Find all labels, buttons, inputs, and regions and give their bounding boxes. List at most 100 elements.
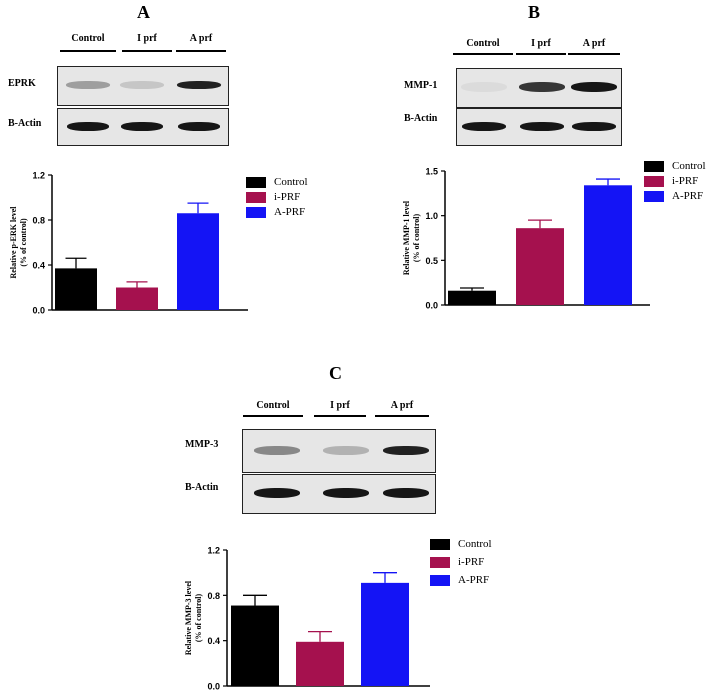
lane-label-iprf: I prf (137, 33, 157, 44)
y-axis-label: Relative p-ERK level (9, 206, 18, 279)
panel-b-loading-blot (456, 108, 622, 146)
lane-line-iprf (314, 415, 366, 417)
blot-band (323, 488, 369, 498)
blot-band (571, 82, 617, 92)
lane-line-aprf (176, 50, 226, 52)
lane-line-control (243, 415, 303, 417)
y-tick-label: 0.8 (207, 591, 220, 601)
blot-band (254, 445, 300, 455)
y-tick-label: 1.0 (425, 211, 438, 221)
panel-a-marker-label: EPRK (8, 78, 36, 89)
legend-label: i-PRF (672, 175, 699, 187)
y-tick-label: 1.2 (32, 171, 45, 181)
legend-label: Control (274, 176, 308, 188)
panel-b-bar-chart: 0.0 0.5 1.0 1.5 Relative MMP-1 level (% of co… (402, 167, 650, 311)
blot-band (520, 121, 564, 131)
lane-label-control: Control (466, 38, 500, 49)
blot-band (120, 81, 164, 89)
legend-swatch (430, 538, 450, 550)
legend-item: i-PRF (644, 175, 706, 187)
lane-line-control (60, 50, 116, 52)
blot-band (323, 445, 369, 455)
blot-band (67, 121, 109, 131)
bar-a-prf (361, 582, 409, 686)
bar-control (55, 268, 97, 310)
y-tick-label: 1.5 (425, 167, 438, 177)
legend-item: Control (246, 176, 308, 188)
legend-item: i-PRF (246, 191, 308, 203)
panel-c-loading-label: B-Actin (185, 482, 219, 493)
panel-a-loading-blot (57, 108, 229, 146)
panel-a-bar-chart: 0.0 0.4 0.8 1.2 Relative p-ERK level (% of co… (9, 171, 248, 316)
panel-b-marker-label: MMP-1 (404, 80, 438, 91)
y-tick-label: 0.5 (425, 256, 438, 266)
blot-band (572, 121, 616, 131)
bar-i-prf (516, 228, 564, 305)
panel-a-letter: A (137, 2, 150, 22)
panel-b-letter: B (528, 2, 541, 22)
panel-b-marker-blot (456, 68, 622, 108)
lane-line-iprf (122, 50, 172, 52)
lane-line-control (453, 53, 513, 55)
lane-label-aprf: A prf (189, 33, 213, 44)
lane-label-aprf: A prf (390, 400, 414, 411)
bar-i-prf (116, 287, 158, 310)
legend-label: A-PRF (458, 574, 490, 586)
blot-band (383, 445, 429, 455)
legend-label: Control (458, 538, 492, 550)
legend-item: A-PRF (246, 206, 308, 218)
blot-band (177, 81, 221, 89)
y-axis-label: Relative MMP-3 level (184, 580, 193, 655)
blot-band (178, 121, 220, 131)
legend-swatch (246, 176, 266, 188)
blot-band (66, 81, 110, 89)
legend-swatch (246, 191, 266, 203)
lane-label-aprf: A prf (582, 38, 606, 49)
legend-swatch (644, 190, 664, 202)
y-tick-label: 0.0 (425, 301, 438, 311)
bar-i-prf (296, 641, 344, 686)
y-tick-label: 0.4 (207, 636, 220, 646)
legend-label: A-PRF (274, 206, 306, 218)
legend-label: Control (672, 160, 706, 172)
blot-band (461, 82, 507, 92)
bar-a-prf (584, 185, 632, 305)
blot-band (519, 82, 565, 92)
y-tick-label: 0.0 (32, 306, 45, 316)
y-axis-label: Relative MMP-1 level (402, 200, 411, 275)
panel-c-marker-blot (242, 429, 436, 473)
panel-b-loading-label: B-Actin (404, 113, 438, 124)
blot-band (254, 488, 300, 498)
bar-control (448, 290, 496, 305)
legend-item: Control (644, 160, 706, 172)
legend-swatch (644, 160, 664, 172)
y-axis-label-units: (% of control) (412, 214, 421, 263)
y-axis-label-units: (% of control) (19, 218, 28, 267)
legend-swatch (430, 556, 450, 568)
panel-b-legend: Control i-PRF A-PRF (644, 160, 706, 205)
lane-line-aprf (568, 53, 620, 55)
bar-a-prf (177, 213, 219, 310)
legend-label: i-PRF (458, 556, 485, 568)
lane-label-control: Control (71, 33, 105, 44)
bar-control (231, 605, 279, 686)
legend-swatch (246, 206, 266, 218)
panel-c-legend: Control i-PRF A-PRF (430, 538, 492, 592)
panel-c-loading-blot (242, 474, 436, 514)
panel-c-marker-label: MMP-3 (185, 439, 219, 450)
lane-line-iprf (516, 53, 566, 55)
blot-band (462, 121, 506, 131)
panel-a-marker-blot (57, 66, 229, 106)
y-axis-label-units: (% of control) (194, 594, 203, 643)
lane-label-control: Control (256, 400, 290, 411)
legend-item: A-PRF (430, 574, 492, 586)
legend-item: Control (430, 538, 492, 550)
y-tick-label: 0.8 (32, 216, 45, 226)
legend-label: A-PRF (672, 190, 704, 202)
blot-band (121, 121, 163, 131)
panel-a-legend: Control i-PRF A-PRF (246, 176, 308, 221)
panel-c-letter: C (329, 363, 342, 383)
legend-item: i-PRF (430, 556, 492, 568)
legend-swatch (430, 574, 450, 586)
y-tick-label: 0.0 (207, 682, 220, 692)
